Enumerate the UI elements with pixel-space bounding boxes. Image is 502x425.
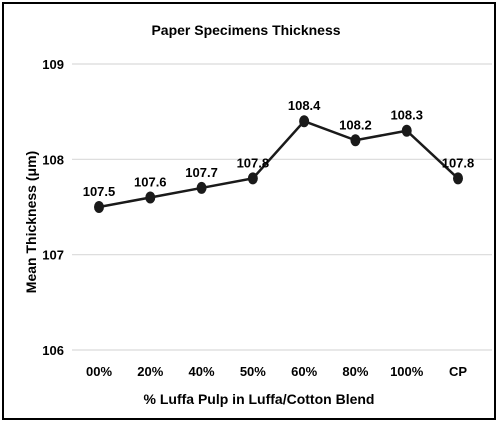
data-point [145,191,156,204]
x-tick-label: 100% [390,364,424,379]
data-point [299,115,310,128]
data-label: 107.7 [185,165,218,180]
data-label: 107.5 [83,184,116,199]
data-label: 108.3 [390,108,423,123]
y-tick-label: 109 [42,57,64,72]
data-point [453,172,463,185]
chart-title: Paper Specimens Thickness [151,22,340,38]
data-point [350,134,361,147]
x-axis-label: % Luffa Pulp in Luffa/Cotton Blend [144,391,375,407]
data-label: 107.8 [442,155,475,170]
x-tick-label: 40% [189,364,215,379]
x-tick-label: 50% [240,364,266,379]
data-point [247,172,258,185]
data-point [196,181,207,194]
x-tick-label: 60% [291,364,317,379]
x-tick-label: CP [449,364,467,379]
x-tick-label: 80% [342,364,368,379]
data-point [94,201,104,213]
data-label: 108.4 [288,98,321,113]
data-point [401,124,412,137]
data-label: 108.2 [339,117,372,132]
x-tick-label: 00% [86,364,112,379]
data-label: 107.8 [237,155,270,170]
y-tick-label: 106 [42,343,64,358]
x-tick-label: 20% [137,364,163,379]
series-line [98,119,459,209]
y-tick-label: 107 [42,248,64,263]
data-label: 107.6 [134,174,167,189]
y-axis-label: Mean Thickness (μm) [23,151,39,293]
y-tick-label: 108 [42,152,64,167]
